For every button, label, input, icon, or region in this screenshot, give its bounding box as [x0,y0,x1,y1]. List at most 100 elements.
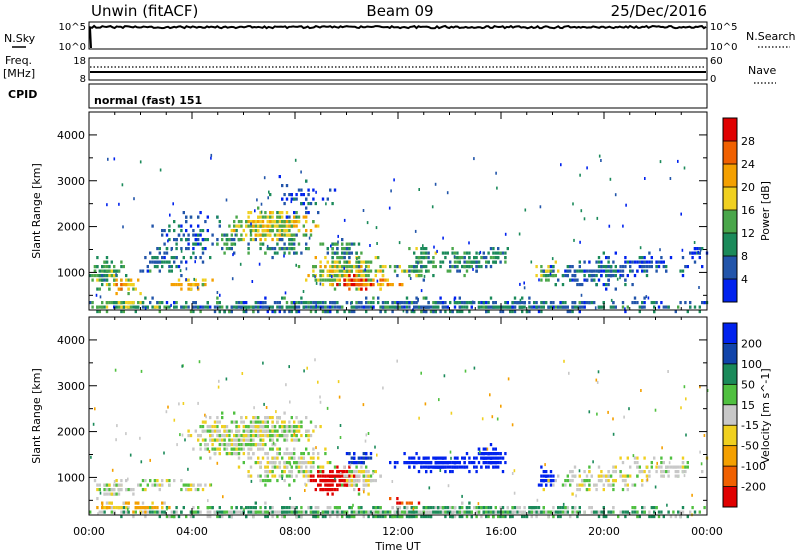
range-gate-cell [326,274,329,278]
range-gate-cell [410,456,413,460]
range-gate-cell [266,425,269,429]
range-gate-cell [449,461,452,465]
range-gate-cell [206,443,209,447]
range-gate-cell [429,260,433,264]
range-gate-cell [312,265,315,269]
range-gate-cell [269,438,272,442]
range-gate-cell [357,301,361,305]
range-gate-cell [341,274,344,278]
range-gate-cell [341,238,344,242]
range-gate-cell [269,224,272,228]
range-gate-cell [297,420,301,424]
range-gate-cell [273,310,277,314]
range-gate-cell [307,202,310,206]
range-gate-cell [542,274,545,278]
range-gate-cell [375,226,378,230]
range-gate-cell [242,229,245,233]
range-gate-cell [396,497,399,501]
range-gate-cell [249,443,253,447]
range-gate-cell [583,278,586,282]
range-gate-cell [350,470,353,474]
range-gate-cell [149,260,152,264]
range-gate-cell [317,305,320,309]
range-gate-cell [199,256,202,260]
range-gate-cell [302,224,305,228]
range-gate-cell [408,269,411,273]
range-gate-cell [134,287,137,291]
range-gate-cell [590,278,593,282]
range-gate-cell [355,265,358,269]
range-gate-cell [350,515,353,519]
range-gate-cell [343,483,346,487]
range-gate-cell [331,474,334,478]
range-gate-cell [319,278,322,282]
range-gate-cell [125,488,128,492]
range-gate-cell [230,438,233,442]
range-gate-cell [583,483,586,487]
range-gate-cell [566,310,569,314]
range-gate-cell [643,301,646,305]
range-gate-cell [573,506,577,510]
range-gate-cell [667,510,670,514]
range-gate-cell [247,438,250,442]
range-gate-cell [458,260,461,264]
range-gate-cell [249,220,253,224]
range-gate-cell [317,278,320,282]
range-gate-cell [120,483,123,487]
range-gate-cell [312,510,315,514]
range-gate-cell [110,301,113,305]
range-gate-cell [427,269,430,273]
range-gate-cell [341,256,344,260]
range-gate-cell [240,301,243,305]
range-gate-cell [314,265,317,269]
range-gate-cell [693,251,697,255]
range-gate-cell [350,269,353,273]
range-gate-cell [607,278,610,282]
range-gate-cell [415,274,418,278]
range-gate-cell [105,488,109,492]
range-gate-cell [295,310,298,314]
range-gate-cell [489,265,493,269]
range-gate-cell [278,247,281,251]
range-gate-cell [293,479,296,483]
range-gate-cell [427,506,430,510]
range-gate-cell [494,456,497,460]
range-gate-cell [607,256,610,260]
range-gate-cell [175,265,178,269]
range-gate-cell [305,206,308,210]
range-gate-cell [698,510,701,514]
range-gate-cell [249,434,253,438]
range-gate-cell [681,465,685,469]
range-gate-cell [417,274,421,278]
range-gate-cell [300,301,303,305]
range-gate-cell [588,483,591,487]
range-gate-cell [540,474,543,478]
range-gate-cell [386,278,389,282]
range-gate-cell [192,283,195,287]
range-gate-cell [415,510,418,514]
range-gate-cell [583,479,586,483]
range-gate-cell [595,488,598,492]
range-gate-cell [201,283,205,287]
range-gate-cell [453,510,457,514]
range-gate-cell [285,434,289,438]
range-gate-cell [362,510,365,514]
range-gate-cell [583,269,586,273]
range-gate-cell [288,220,291,224]
range-gate-cell [669,465,673,469]
range-gate-cell [144,479,147,483]
range-gate-cell [216,238,219,242]
range-gate-cell [290,242,293,246]
range-gate-cell [405,461,409,465]
range-gate-cell [252,238,255,242]
range-gate-cell [189,310,193,314]
range-gate-cell [259,215,262,219]
range-gate-cell [305,434,308,438]
range-gate-cell [453,305,457,309]
range-gate-cell [645,260,649,264]
range-gate-cell [410,310,413,314]
range-gate-cell [585,488,589,492]
range-gate-cell [598,154,601,158]
range-gate-cell [271,515,274,519]
range-gate-cell [566,510,569,514]
